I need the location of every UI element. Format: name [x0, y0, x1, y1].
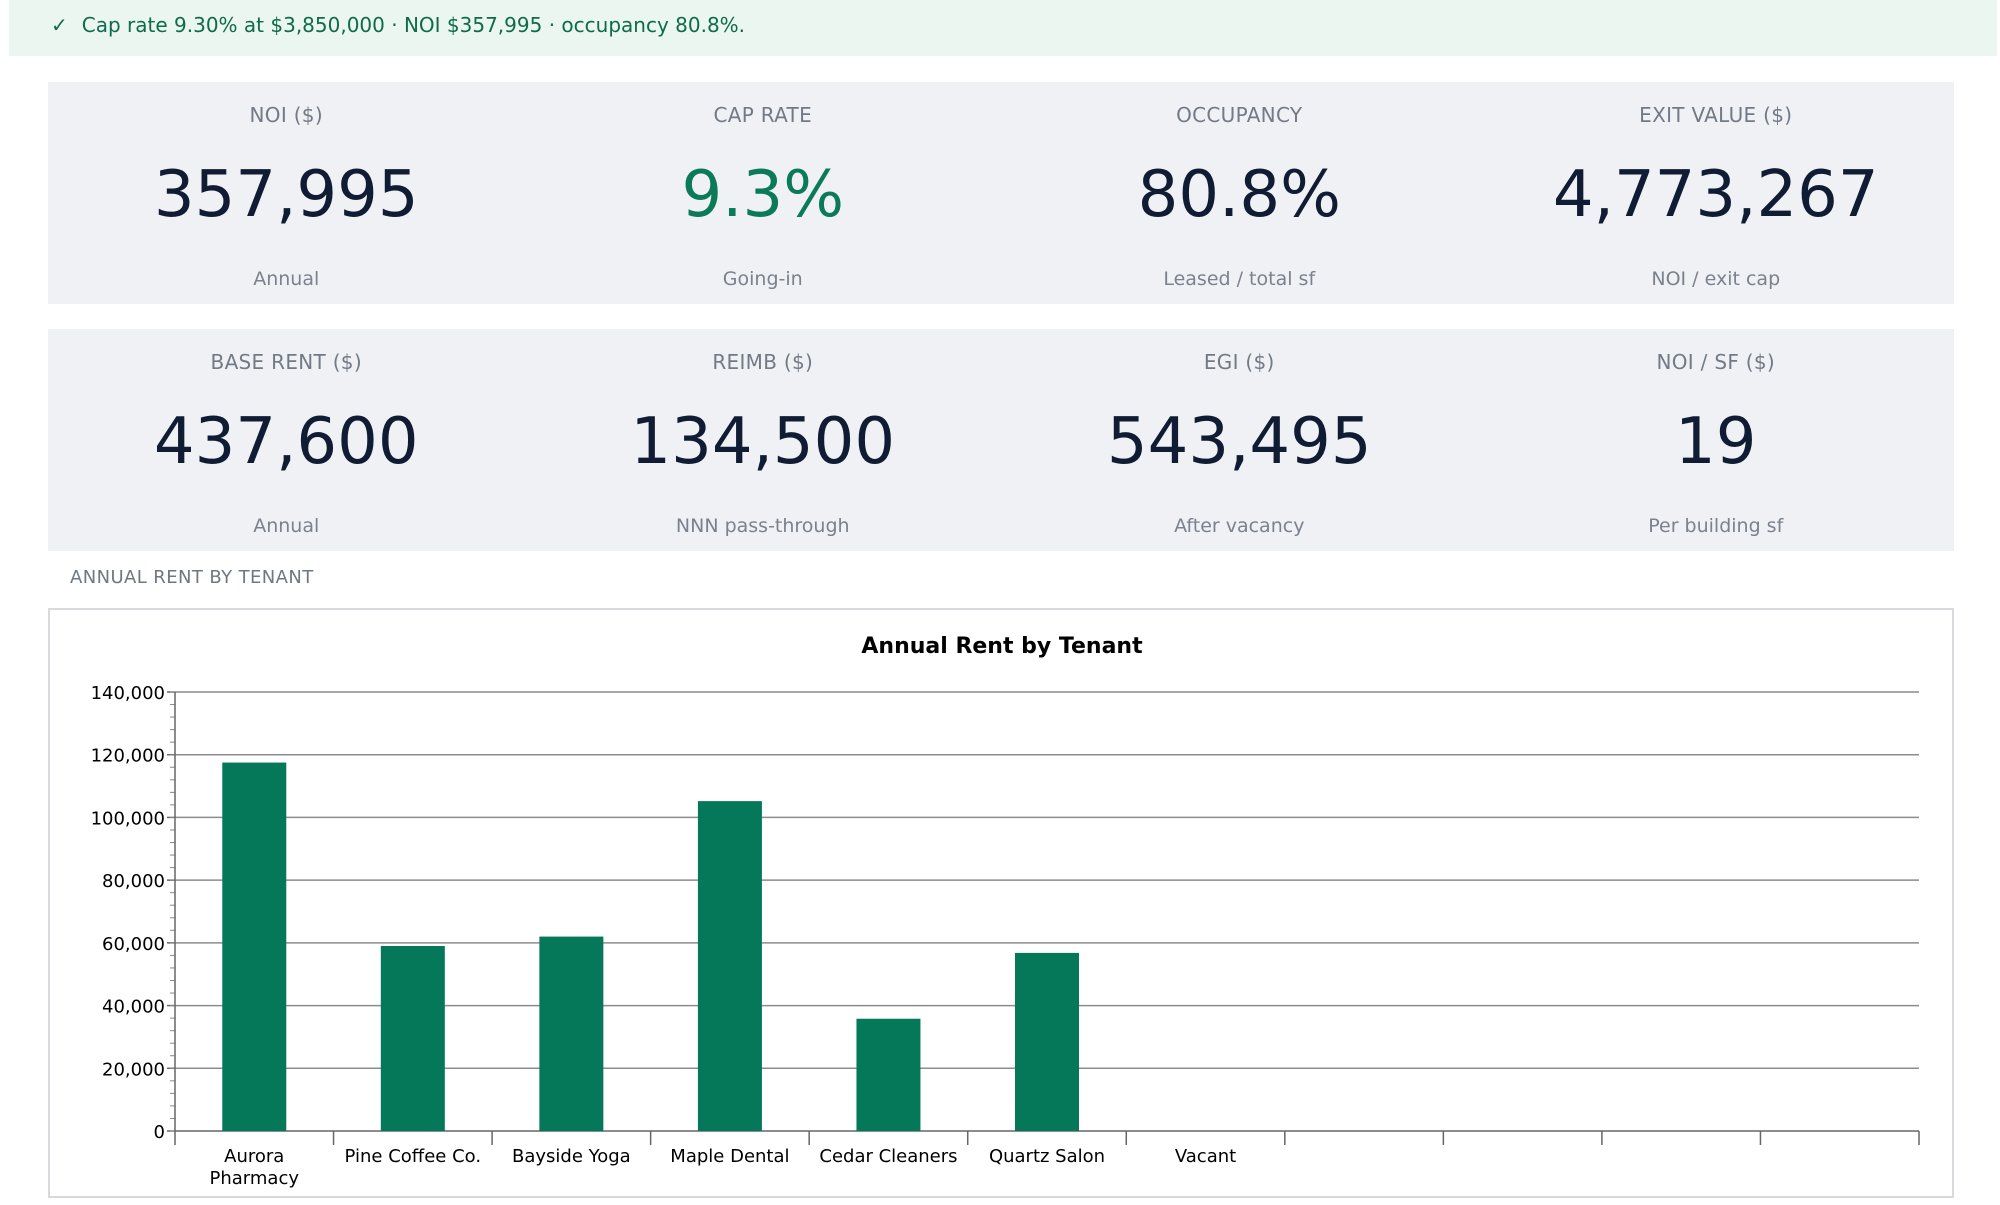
tick-labels: 0 20,000 40,000 60,000 80,000 100,000 120,000 1… — [91, 683, 1237, 1189]
kpi-card-occupancy: OCCUPANCY 80.8% Leased / total sf — [1001, 82, 1478, 304]
gridlines — [175, 691, 1919, 1070]
kpi-card-egi: EGI ($) 543,495 After vacancy — [1001, 329, 1478, 551]
y-tick-label: 120,000 — [91, 746, 165, 767]
banner-text: Cap rate 9.30% at $3,850,000 · NOI $357,… — [81, 13, 746, 37]
kpi-value: 134,500 — [630, 405, 896, 479]
section-label: ANNUAL RENT BY TENANT — [70, 567, 314, 588]
kpi-card-exit-value: EXIT VALUE ($) 4,773,267 NOI / exit cap — [1478, 82, 1955, 304]
kpi-value: 9.3% — [681, 158, 845, 232]
x-tick-label: Cedar Cleaners — [819, 1146, 957, 1167]
y-tick-label: 0 — [154, 1122, 165, 1143]
kpi-value: 19 — [1675, 405, 1757, 479]
x-tick-label: Pharmacy — [210, 1168, 300, 1189]
y-tick-label: 100,000 — [91, 808, 165, 829]
kpi-row-secondary: BASE RENT ($) 437,600 Annual REIMB ($) 1… — [48, 329, 1954, 551]
y-tick-label: 20,000 — [102, 1059, 165, 1080]
kpi-sub: Annual — [253, 515, 320, 537]
bar — [1015, 952, 1079, 1131]
kpi-label: REIMB ($) — [712, 350, 814, 374]
status-banner: ✓ Cap rate 9.30% at $3,850,000 · NOI $357… — [9, 0, 1997, 56]
x-tick-label: Bayside Yoga — [512, 1146, 631, 1167]
kpi-label: EXIT VALUE ($) — [1639, 103, 1793, 127]
kpi-sub: Per building sf — [1648, 515, 1784, 537]
kpi-label: BASE RENT ($) — [210, 350, 362, 374]
kpi-card-reimb: REIMB ($) 134,500 NNN pass-through — [525, 329, 1002, 551]
kpi-card-cap-rate: CAP RATE 9.3% Going-in — [525, 82, 1002, 304]
kpi-label: NOI ($) — [249, 103, 323, 127]
kpi-sub: NNN pass-through — [675, 515, 850, 537]
kpi-value: 437,600 — [153, 405, 419, 479]
check-icon: ✓ — [51, 13, 68, 37]
kpi-card-noi-per-sf: NOI / SF ($) 19 Per building sf — [1478, 329, 1955, 551]
x-tick-label: Maple Dental — [670, 1146, 789, 1167]
kpi-row-primary: NOI ($) 357,995 Annual CAP RATE 9.3% Goi… — [48, 82, 1954, 304]
y-tick-label: 80,000 — [102, 871, 165, 892]
bar-chart: Annual Rent by Tenant 0 20,000 40,000 60,00… — [91, 634, 1920, 1189]
kpi-card-base-rent: BASE RENT ($) 437,600 Annual — [48, 329, 525, 551]
bar — [222, 762, 287, 1131]
kpi-value: 4,773,267 — [1552, 158, 1879, 232]
kpi-sub: NOI / exit cap — [1651, 268, 1781, 290]
kpi-sub: After vacancy — [1174, 515, 1305, 537]
x-tick-label: Vacant — [1175, 1146, 1236, 1167]
chart-panel: Annual Rent by Tenant 0 20,000 40,000 60,00… — [48, 608, 1954, 1198]
chart-title: Annual Rent by Tenant — [861, 634, 1143, 659]
x-tick-label: Aurora — [224, 1146, 284, 1167]
bar — [856, 1018, 921, 1131]
kpi-label: CAP RATE — [713, 103, 813, 127]
kpi-sub: Leased / total sf — [1163, 268, 1316, 290]
kpi-label: OCCUPANCY — [1176, 103, 1303, 127]
bar — [380, 945, 445, 1131]
x-tick-label: Pine Coffee Co. — [345, 1146, 482, 1167]
bars — [222, 762, 1079, 1131]
kpi-value: 357,995 — [153, 158, 419, 232]
kpi-card-noi: NOI ($) 357,995 Annual — [48, 82, 525, 304]
kpi-sub: Annual — [253, 268, 320, 290]
kpi-value: 543,495 — [1106, 405, 1372, 479]
y-tick-label: 40,000 — [102, 997, 165, 1018]
bar — [697, 801, 762, 1131]
kpi-label: EGI ($) — [1203, 350, 1275, 374]
bar — [539, 936, 604, 1131]
kpi-value: 80.8% — [1137, 158, 1341, 232]
kpi-label: NOI / SF ($) — [1656, 350, 1776, 374]
x-tick-label: Quartz Salon — [989, 1146, 1105, 1167]
kpi-sub: Going-in — [722, 268, 803, 290]
y-tick-label: 60,000 — [102, 934, 165, 955]
y-tick-label: 140,000 — [91, 683, 165, 704]
